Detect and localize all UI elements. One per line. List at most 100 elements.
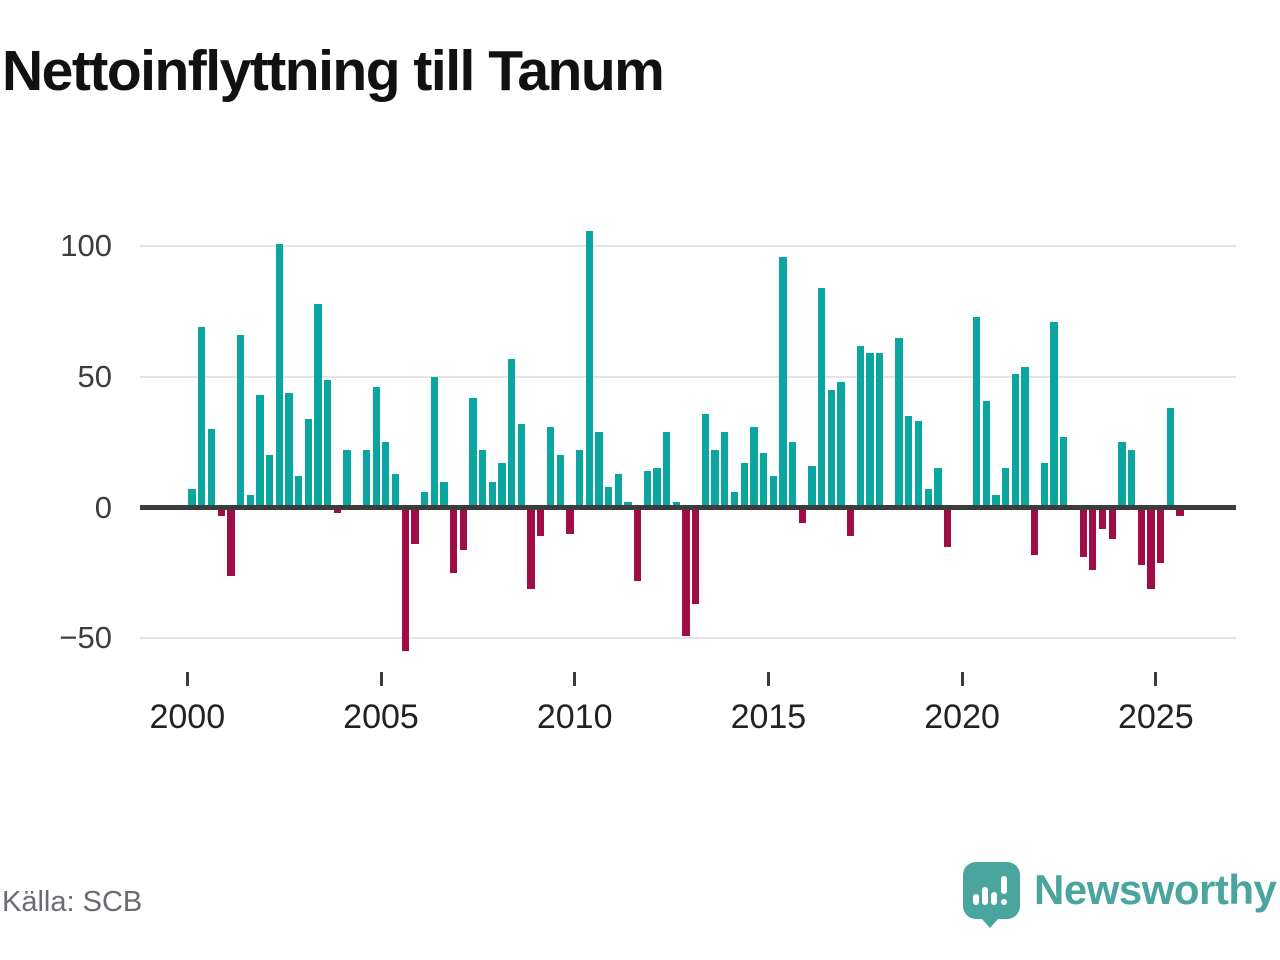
bar [440,481,448,508]
bar [411,507,419,545]
bar [730,492,739,508]
bar [740,463,748,508]
y-axis-label: 0 [94,489,112,525]
bar [188,489,196,508]
bar [1147,507,1155,589]
bar [895,337,903,508]
bar [1166,408,1174,508]
bar [517,424,526,508]
bar [711,450,719,508]
bar [769,476,777,508]
bar [1031,507,1039,555]
bar [508,358,516,508]
bar [1089,507,1097,571]
bar [585,230,593,508]
bar [1040,463,1049,508]
gridline [140,637,1236,640]
bar [285,392,293,508]
x-axis-line [140,505,1236,511]
bar [1156,507,1165,563]
bar [779,256,787,508]
x-axis-label: 2015 [730,698,807,736]
bar [721,431,729,508]
logo-bar-icon [991,891,997,905]
y-axis-label: 100 [60,228,112,264]
bar [556,455,564,508]
speech-bubble-tail [981,917,999,928]
bar [459,507,467,550]
bar [663,431,671,508]
bar [401,507,409,652]
bar [1176,507,1184,516]
x-axis-tick [185,672,189,686]
bar [614,473,622,508]
x-axis-tick [960,672,964,686]
gridline [140,245,1236,248]
bar [643,471,651,508]
bar [324,379,332,508]
bar [566,507,574,534]
bar [682,507,690,636]
bar [759,452,768,508]
bar [265,455,274,508]
bar [498,463,506,508]
brand-lockup: Newsworthy [963,859,1277,928]
bar [314,303,322,508]
bar [847,507,855,537]
brand-name: Newsworthy [1034,866,1277,913]
bar [595,431,603,508]
bar [488,481,497,508]
logo-bar-icon [973,893,979,905]
bar [382,442,390,508]
bar [1098,507,1107,529]
x-axis-tick [573,672,577,686]
bar [982,400,990,508]
bar [672,502,681,508]
bar [798,507,806,524]
x-axis-tick [766,672,770,686]
bar [1002,468,1010,508]
bar [1137,507,1145,566]
x-axis-label: 2025 [1117,698,1194,736]
bar [604,486,613,508]
bar [905,416,913,508]
bar [256,395,264,508]
bar [217,507,225,516]
logo-bar-icon [982,886,988,905]
bar [924,489,932,508]
x-axis-label: 2005 [343,698,419,736]
bar [527,507,535,589]
bar [808,465,816,508]
logo-exclamation-icon [1001,875,1007,894]
bar [788,442,797,508]
bar [653,468,661,508]
bar [837,382,845,508]
bar [624,502,632,508]
bar [236,335,245,508]
bar [818,288,826,508]
bar [1060,437,1068,508]
x-axis-label: 2020 [924,698,1000,736]
bar [692,507,700,605]
bar [1011,374,1019,508]
x-axis-tick [379,672,383,686]
bar [972,316,981,508]
source-note: Källa: SCB [2,886,143,918]
bar [750,426,758,508]
bar [430,377,438,508]
x-axis-tick [1154,672,1158,686]
bar [449,507,458,574]
bar [701,413,710,508]
bar [275,243,283,508]
gridline [140,376,1236,378]
bar [537,507,545,537]
bar [469,397,477,508]
x-axis-label: 2010 [536,698,613,736]
bar [207,429,216,508]
bar [934,468,942,508]
logo-exclamation-dot [1001,898,1007,905]
bar [1108,507,1116,540]
bar [866,353,874,508]
bar [856,345,865,508]
